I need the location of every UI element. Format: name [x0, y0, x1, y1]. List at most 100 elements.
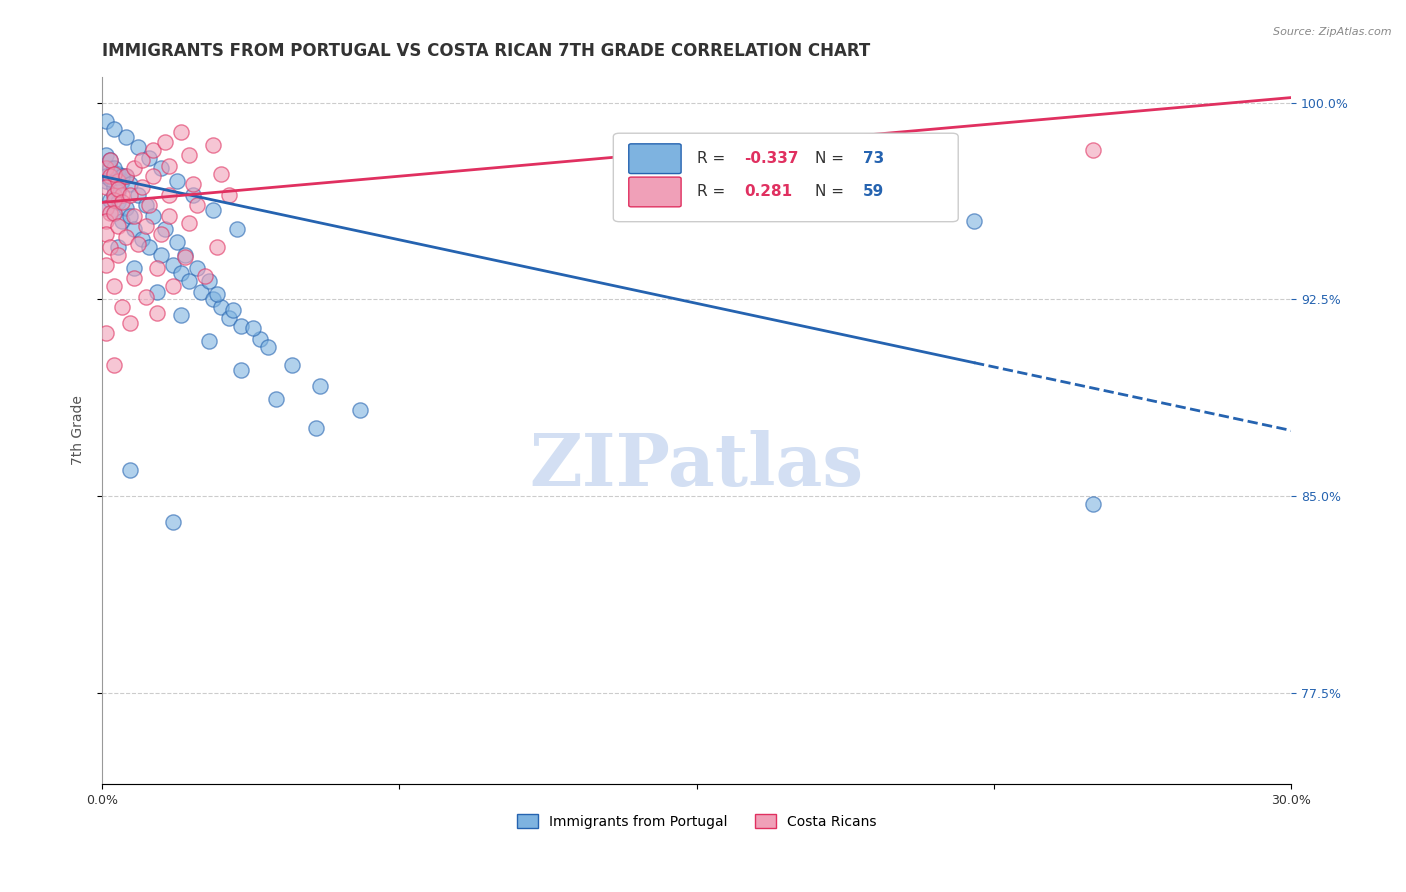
- Point: [122, 271, 145, 285]
- Point: [94, 148, 117, 162]
- Point: [179, 148, 201, 162]
- Point: [170, 125, 193, 139]
- Point: [103, 193, 125, 207]
- Y-axis label: 7th Grade: 7th Grade: [72, 395, 86, 466]
- Point: [134, 290, 156, 304]
- Point: [94, 201, 117, 215]
- Point: [103, 122, 125, 136]
- Point: [94, 227, 117, 241]
- Point: [94, 114, 117, 128]
- Point: [205, 240, 228, 254]
- Point: [103, 167, 125, 181]
- Point: [131, 153, 153, 168]
- Point: [198, 334, 221, 349]
- Point: [103, 187, 125, 202]
- Point: [118, 209, 141, 223]
- Point: [111, 214, 134, 228]
- Point: [1081, 143, 1104, 157]
- Point: [114, 201, 136, 215]
- Point: [166, 174, 188, 188]
- Point: [225, 221, 247, 235]
- Point: [107, 195, 129, 210]
- Point: [127, 140, 149, 154]
- Point: [201, 293, 224, 307]
- Point: [218, 187, 240, 202]
- Point: [155, 221, 177, 235]
- Text: R =: R =: [696, 185, 725, 200]
- Point: [98, 161, 121, 176]
- Point: [94, 169, 117, 184]
- Point: [122, 209, 145, 223]
- Point: [111, 174, 134, 188]
- Point: [134, 219, 156, 233]
- Point: [146, 285, 169, 299]
- Point: [309, 379, 332, 393]
- Point: [118, 177, 141, 191]
- Point: [157, 209, 180, 223]
- Point: [218, 310, 240, 325]
- Point: [257, 340, 280, 354]
- Point: [122, 260, 145, 275]
- Point: [349, 402, 371, 417]
- Point: [963, 214, 986, 228]
- Point: [94, 201, 117, 215]
- Point: [162, 258, 184, 272]
- Text: Source: ZipAtlas.com: Source: ZipAtlas.com: [1274, 27, 1392, 37]
- Point: [94, 179, 117, 194]
- Point: [114, 129, 136, 144]
- Point: [94, 161, 117, 176]
- Point: [103, 279, 125, 293]
- FancyBboxPatch shape: [628, 178, 681, 207]
- Point: [142, 169, 165, 184]
- Point: [98, 153, 121, 168]
- Point: [209, 300, 232, 314]
- Text: 73: 73: [863, 152, 884, 166]
- Point: [174, 251, 197, 265]
- Point: [229, 318, 252, 333]
- Point: [94, 174, 117, 188]
- Point: [134, 198, 156, 212]
- Point: [98, 169, 121, 184]
- Point: [194, 268, 217, 283]
- Point: [114, 229, 136, 244]
- Point: [174, 248, 197, 262]
- Point: [103, 358, 125, 372]
- Point: [155, 135, 177, 149]
- Point: [170, 308, 193, 322]
- Point: [114, 169, 136, 184]
- Point: [150, 248, 173, 262]
- Point: [98, 240, 121, 254]
- Point: [107, 185, 129, 199]
- Point: [94, 214, 117, 228]
- Point: [118, 187, 141, 202]
- Point: [98, 153, 121, 168]
- Point: [198, 274, 221, 288]
- Point: [190, 285, 212, 299]
- Point: [122, 161, 145, 176]
- Text: N =: N =: [815, 152, 845, 166]
- FancyBboxPatch shape: [628, 144, 681, 174]
- Point: [170, 266, 193, 280]
- Point: [98, 206, 121, 220]
- Point: [111, 187, 134, 202]
- Point: [157, 159, 180, 173]
- Point: [162, 515, 184, 529]
- Point: [209, 167, 232, 181]
- Point: [107, 174, 129, 188]
- Point: [107, 219, 129, 233]
- Point: [94, 258, 117, 272]
- Point: [98, 193, 121, 207]
- Point: [142, 209, 165, 223]
- Point: [186, 260, 208, 275]
- Point: [725, 193, 748, 207]
- Point: [146, 305, 169, 319]
- Point: [150, 161, 173, 176]
- Point: [205, 287, 228, 301]
- Point: [107, 248, 129, 262]
- Point: [138, 151, 160, 165]
- Point: [103, 206, 125, 220]
- Point: [107, 167, 129, 181]
- Point: [98, 171, 121, 186]
- Text: ZIPatlas: ZIPatlas: [530, 430, 863, 501]
- Point: [150, 227, 173, 241]
